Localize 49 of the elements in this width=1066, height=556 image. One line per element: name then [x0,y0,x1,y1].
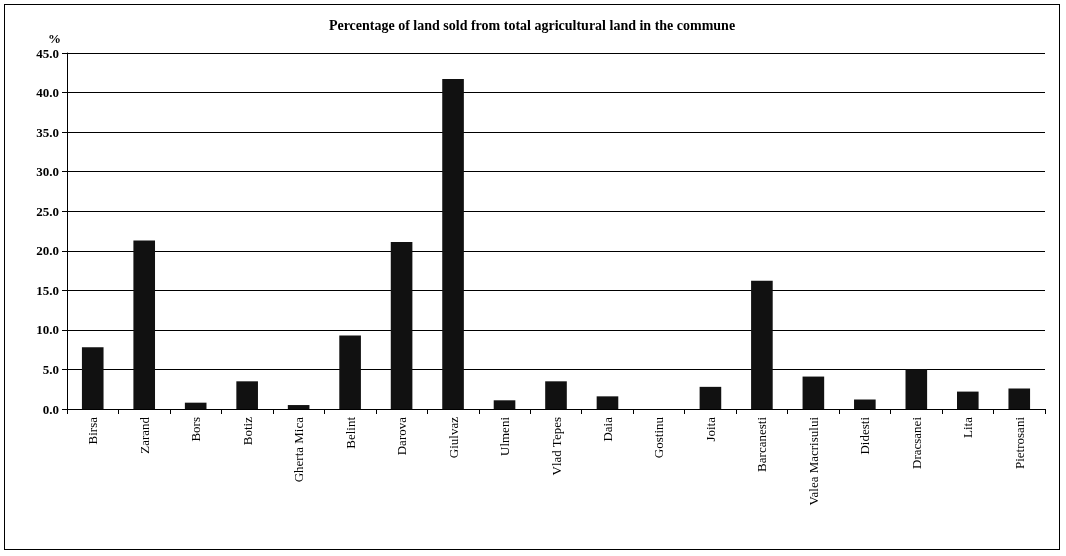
bar [699,386,722,409]
bar [854,399,876,409]
x-tick-label: Dracsanei [908,416,924,469]
bar [905,369,928,409]
bar [236,381,258,409]
x-tick-label: Bors [188,417,204,442]
bar [81,347,104,409]
x-tick-label: Lita [960,416,976,438]
x-tick-label: Zarand [136,416,152,454]
bar [956,391,979,409]
bar [545,381,567,409]
bar [133,240,156,409]
y-tick-label: 20.0 [36,243,59,259]
x-tick-label: Gostinu [651,416,667,459]
bar [596,396,619,409]
y-tick-label: 40.0 [36,85,59,101]
x-tick-label: Daia [599,416,615,442]
x-tick-label: Joita [702,416,718,442]
y-tick-label: 15.0 [36,282,59,298]
y-tick-label: 10.0 [36,322,59,338]
y-axis-title: % [48,31,61,46]
y-tick-label: 35.0 [36,124,59,140]
x-tick-label: Valea Macrisului [805,416,821,506]
x-tick-label: Barcanesti [754,416,770,472]
x-tick-label: Giulvaz [445,416,461,459]
y-tick-label: 0.0 [42,401,59,417]
x-tick-label: Pietrosani [1011,416,1027,469]
bar [339,335,361,409]
y-tick-label: 30.0 [36,164,59,180]
x-tick-label: Ulmeni [497,416,513,456]
x-tick-label: Belint [342,416,358,449]
x-tick-label: Didesti [857,416,873,455]
x-tick-label: Birsa [85,416,101,445]
bar [390,242,413,409]
y-tick-label: 5.0 [42,361,59,377]
bar [751,280,773,409]
x-tick-label: Vlad Tepes [548,417,564,476]
x-tick-label: Botiz [239,416,255,446]
y-tick-label: 25.0 [36,203,59,219]
chart-title: Percentage of land sold from total agricultural land in the commune [328,17,736,33]
bar [1008,388,1031,409]
bar [493,400,516,409]
x-tick-label: Darova [394,416,410,456]
y-tick-label: 45.0 [36,45,59,61]
bar [442,79,464,409]
bar [184,402,207,409]
bar [802,376,825,409]
x-tick-label: Gherta Mica [291,416,307,483]
bar [287,405,310,409]
